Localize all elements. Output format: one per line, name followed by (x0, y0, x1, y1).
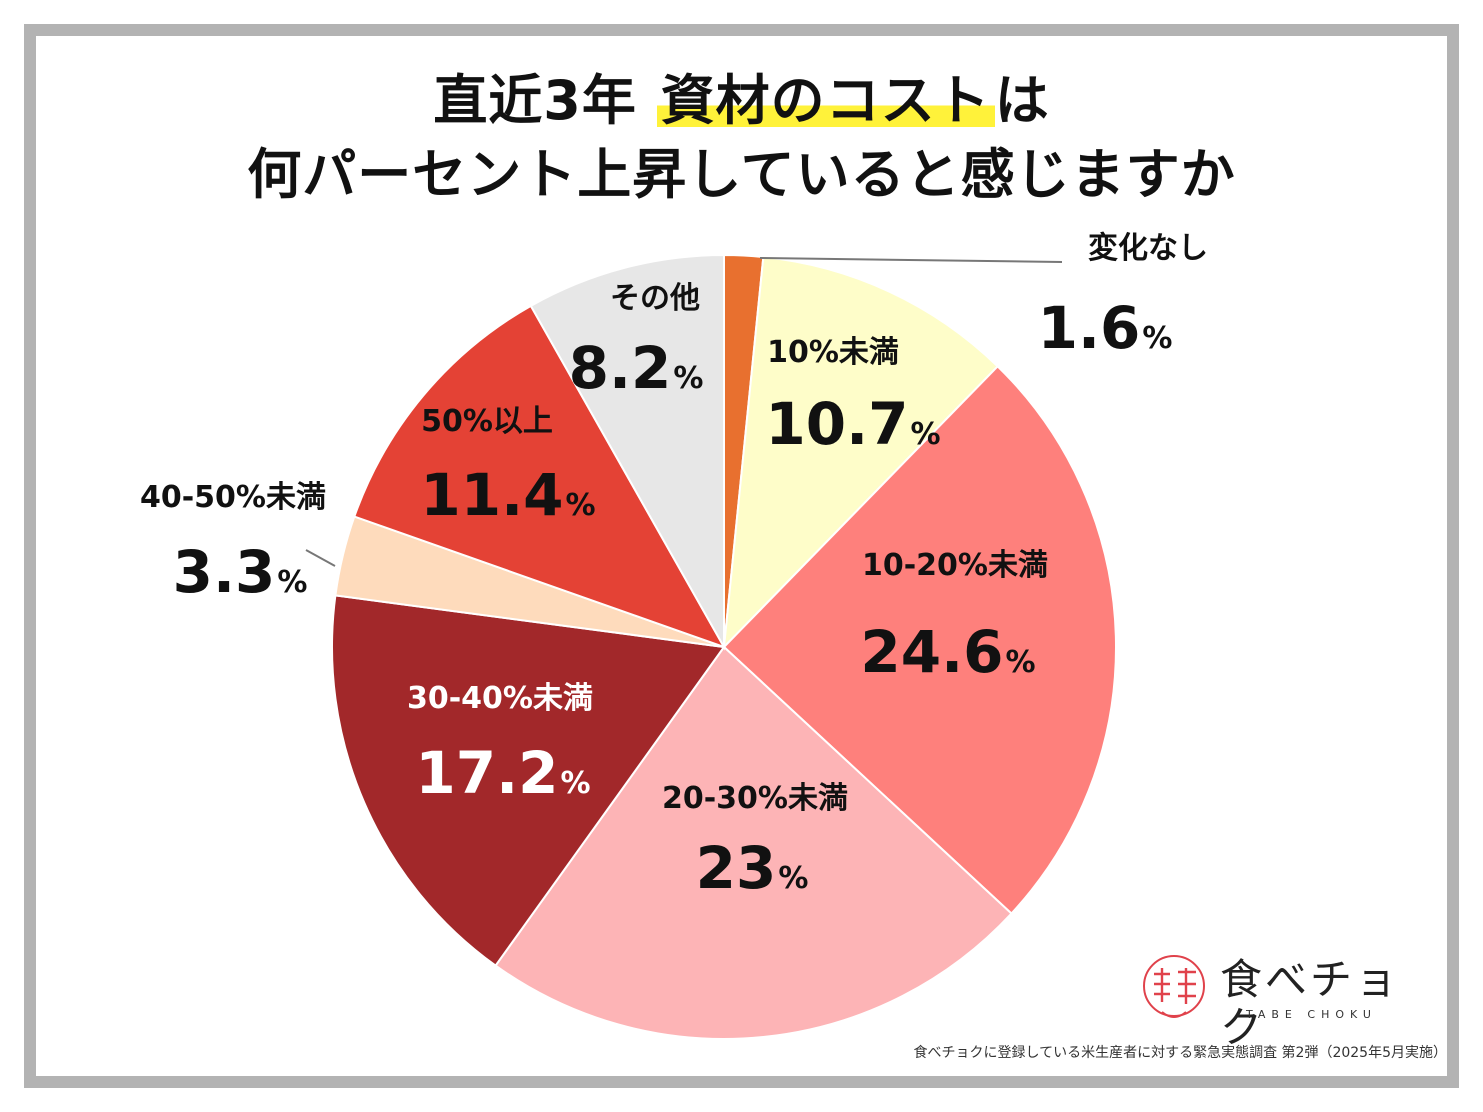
logo-name: 食べチョク (1220, 955, 1401, 1052)
pie-slice (722, 255, 1000, 650)
brand-logo: 食べチョク TABE CHOKU (1136, 950, 1416, 1052)
slice-value-label: 1.6% (1038, 294, 1173, 362)
title-part-a: 直近3年 (433, 69, 657, 132)
chart-title-line2: 何パーセント上昇していると感じますか (247, 143, 1236, 206)
pie-slice (331, 594, 726, 967)
logo-mark-icon (1143, 955, 1205, 1018)
pie-slice (529, 253, 725, 651)
slice-value-label: 17.2% (415, 739, 590, 807)
slice-value-label: 24.6% (860, 618, 1035, 686)
slice-value-label: 11.4% (420, 461, 595, 529)
slice-label: 30-40%未満 (407, 681, 593, 716)
slice-value-label: 3.3% (173, 538, 308, 606)
slice-label: 50%以上 (421, 404, 553, 439)
slice-value-label: 23% (696, 834, 809, 902)
pie-slice (353, 304, 727, 649)
slice-label: 10%未満 (767, 335, 899, 370)
slice-label: 20-30%未満 (662, 781, 848, 816)
slice-label: 変化なし (1088, 231, 1208, 266)
slice-label: 40-50%未満 (140, 480, 326, 515)
slice-value-label: 8.2% (569, 334, 704, 402)
slice-value-label: 10.7% (765, 390, 940, 458)
title-highlight: 資材のコスト (656, 69, 995, 132)
source-footnote: 食べチョクに登録している米生産者に対する緊急実態調査 第2弾（2025年5月実施… (913, 1045, 1447, 1061)
slice-label: 10-20%未満 (862, 548, 1048, 583)
chart-title-line1: 直近3年 資材のコストは (0, 66, 1483, 136)
pie-slice (722, 364, 1117, 915)
title-part-b: は (994, 69, 1050, 132)
pie-slice (494, 645, 1013, 1041)
leader-line (305, 549, 336, 567)
slice-label: その他 (610, 281, 700, 316)
logo-subtitle: TABE CHOKU (1246, 1008, 1377, 1021)
leader-line (759, 257, 1063, 263)
